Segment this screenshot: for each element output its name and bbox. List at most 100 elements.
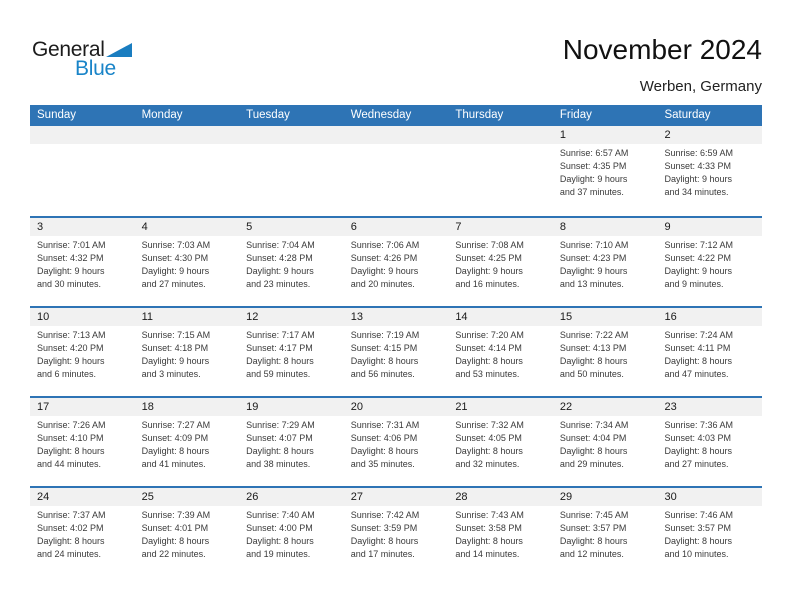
day-details: Sunrise: 7:46 AM Sunset: 3:57 PM Daylight:…	[657, 506, 762, 561]
weekday-header-thursday: Thursday	[455, 109, 504, 121]
weekday-header-friday: Friday	[559, 109, 592, 121]
detail-line: Daylight: 8 hours	[246, 536, 314, 546]
day-cell-17: 17 Sunrise: 7:26 AM Sunset: 4:10 PM Dayligh…	[30, 398, 135, 486]
detail-line: and 20 minutes.	[350, 279, 415, 289]
day-number: 6	[343, 218, 449, 236]
detail-line: Daylight: 8 hours	[455, 356, 523, 366]
day-cell-20: 20 Sunrise: 7:31 AM Sunset: 4:06 PM Dayligh…	[343, 398, 449, 486]
detail-line: Sunrise: 7:32 AM	[455, 420, 524, 430]
detail-line: and 34 minutes.	[664, 187, 729, 197]
day-details: Sunrise: 7:01 AM Sunset: 4:32 PM Daylight:…	[30, 236, 135, 291]
day-number: 25	[134, 488, 240, 506]
day-details: Sunrise: 6:57 AM Sunset: 4:35 PM Daylight:…	[553, 144, 658, 199]
detail-line: Daylight: 8 hours	[246, 356, 314, 366]
detail-line: Sunset: 4:13 PM	[559, 343, 627, 353]
detail-line: Sunset: 3:57 PM	[559, 523, 627, 533]
detail-line: Sunset: 4:20 PM	[37, 343, 104, 353]
day-details: Sunrise: 7:10 AM Sunset: 4:23 PM Daylight:…	[553, 236, 658, 291]
logo-text-blue: Blue	[75, 57, 116, 80]
detail-line: Sunset: 4:26 PM	[350, 253, 418, 263]
day-details: Sunrise: 7:45 AM Sunset: 3:57 PM Daylight:…	[553, 506, 658, 561]
day-cell-empty	[343, 126, 449, 216]
day-details: Sunrise: 7:17 AM Sunset: 4:17 PM Daylight:…	[239, 326, 344, 381]
day-cell-14: 14 Sunrise: 7:20 AM Sunset: 4:14 PM Dayligh…	[448, 308, 553, 396]
day-details: Sunrise: 7:06 AM Sunset: 4:26 PM Daylight:…	[344, 236, 449, 291]
detail-line: Sunset: 4:25 PM	[455, 253, 522, 263]
day-cell-19: 19 Sunrise: 7:29 AM Sunset: 4:07 PM Dayligh…	[239, 398, 344, 486]
detail-line: and 14 minutes.	[455, 549, 520, 559]
detail-line: Daylight: 9 hours	[246, 266, 314, 276]
detail-line: Sunrise: 7:29 AM	[246, 420, 315, 430]
day-number: 2	[657, 126, 763, 144]
day-number: 26	[239, 488, 344, 506]
detail-line: Daylight: 8 hours	[559, 356, 628, 366]
detail-line: Sunrise: 7:03 AM	[141, 240, 211, 250]
day-number: 16	[657, 308, 763, 326]
detail-line: Sunset: 4:09 PM	[141, 433, 209, 443]
detail-line: Sunset: 4:10 PM	[37, 433, 104, 443]
day-number: 17	[30, 398, 135, 416]
detail-line: Daylight: 8 hours	[559, 446, 628, 456]
detail-line: Sunset: 4:01 PM	[141, 523, 209, 533]
day-number-empty	[239, 126, 344, 144]
detail-line: Sunset: 4:00 PM	[246, 523, 313, 533]
day-number: 3	[30, 218, 135, 236]
day-details: Sunrise: 7:22 AM Sunset: 4:13 PM Daylight:…	[553, 326, 658, 381]
detail-line: and 53 minutes.	[455, 369, 520, 379]
detail-line: Daylight: 9 hours	[141, 266, 210, 276]
detail-line: Sunrise: 7:43 AM	[455, 510, 524, 520]
detail-line: Sunset: 3:57 PM	[664, 523, 732, 533]
detail-line: Daylight: 8 hours	[559, 536, 628, 546]
detail-line: and 24 minutes.	[37, 549, 102, 559]
detail-line: Sunrise: 7:06 AM	[350, 240, 420, 250]
detail-line: Daylight: 9 hours	[455, 266, 523, 276]
detail-line: Sunset: 4:18 PM	[141, 343, 209, 353]
weekday-header-tuesday: Tuesday	[246, 109, 290, 121]
detail-line: and 17 minutes.	[350, 549, 415, 559]
day-details: Sunrise: 7:37 AM Sunset: 4:02 PM Daylight:…	[30, 506, 135, 561]
detail-line: Sunrise: 7:34 AM	[559, 420, 629, 430]
detail-line: Sunrise: 7:08 AM	[455, 240, 524, 250]
day-cell-18: 18 Sunrise: 7:27 AM Sunset: 4:09 PM Dayligh…	[134, 398, 240, 486]
weekday-header-saturday: Saturday	[664, 109, 711, 121]
day-details: Sunrise: 7:42 AM Sunset: 3:59 PM Daylight:…	[344, 506, 449, 561]
detail-line: Daylight: 8 hours	[455, 536, 523, 546]
detail-line: Daylight: 9 hours	[664, 266, 733, 276]
detail-line: Daylight: 9 hours	[559, 174, 628, 184]
day-details: Sunrise: 7:32 AM Sunset: 4:05 PM Daylight:…	[448, 416, 553, 471]
detail-line: and 44 minutes.	[37, 459, 102, 469]
day-cell-empty	[448, 126, 553, 216]
day-cell-empty	[134, 126, 240, 216]
weekday-header-monday: Monday	[141, 109, 183, 121]
detail-line: and 9 minutes.	[664, 279, 724, 289]
detail-line: Daylight: 8 hours	[664, 536, 733, 546]
detail-line: Sunset: 4:32 PM	[37, 253, 104, 263]
week-row-1: 1 Sunrise: 6:57 AM Sunset: 4:35 PM Daylight…	[30, 126, 763, 216]
detail-line: Sunset: 4:03 PM	[664, 433, 732, 443]
day-cell-13: 13 Sunrise: 7:19 AM Sunset: 4:15 PM Dayligh…	[343, 308, 449, 396]
detail-line: Sunset: 4:02 PM	[37, 523, 104, 533]
day-number: 29	[552, 488, 658, 506]
weekday-header-row: Sunday Monday Tuesday Wednesday Thursday Frid…	[30, 105, 762, 126]
day-details: Sunrise: 7:20 AM Sunset: 4:14 PM Daylight:…	[448, 326, 553, 381]
day-number: 20	[343, 398, 449, 416]
day-details: Sunrise: 7:12 AM Sunset: 4:22 PM Daylight:…	[657, 236, 762, 291]
day-number: 12	[239, 308, 344, 326]
day-number: 9	[657, 218, 763, 236]
detail-line: Daylight: 8 hours	[350, 536, 419, 546]
day-number: 5	[239, 218, 344, 236]
day-number: 8	[552, 218, 658, 236]
day-cell-8: 8 Sunrise: 7:10 AM Sunset: 4:23 PM Daylight…	[552, 218, 658, 306]
day-details: Sunrise: 7:36 AM Sunset: 4:03 PM Daylight:…	[657, 416, 762, 471]
detail-line: Daylight: 9 hours	[559, 266, 628, 276]
detail-line: Sunset: 4:30 PM	[141, 253, 209, 263]
detail-line: Daylight: 8 hours	[37, 446, 105, 456]
detail-line: Sunset: 4:04 PM	[559, 433, 627, 443]
detail-line: Sunrise: 7:20 AM	[455, 330, 524, 340]
day-details: Sunrise: 7:40 AM Sunset: 4:00 PM Daylight:…	[239, 506, 344, 561]
detail-line: Sunrise: 7:01 AM	[37, 240, 106, 250]
day-number: 4	[134, 218, 240, 236]
detail-line: Daylight: 9 hours	[664, 174, 733, 184]
detail-line: and 16 minutes.	[455, 279, 520, 289]
detail-line: and 32 minutes.	[455, 459, 520, 469]
